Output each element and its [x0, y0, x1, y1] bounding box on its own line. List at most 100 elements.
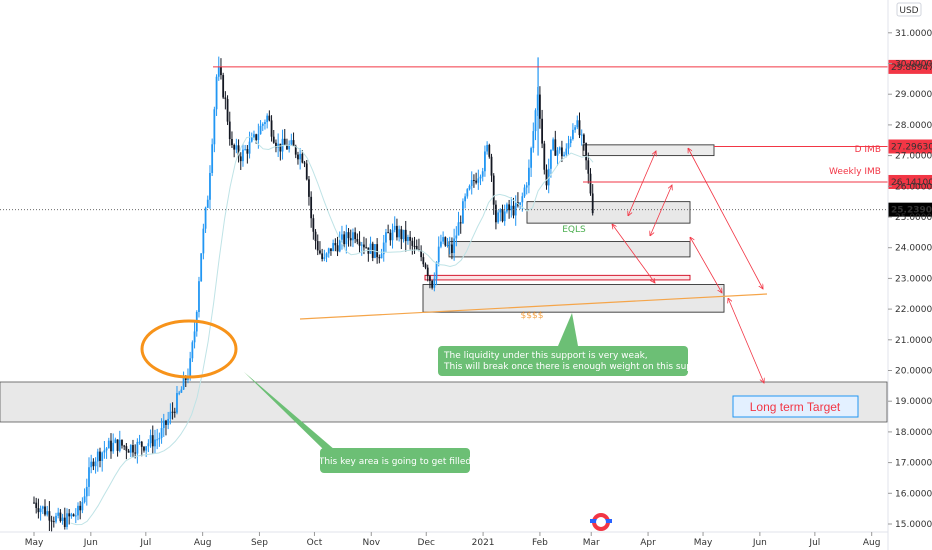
- y-tick-label: 29.00000: [895, 90, 932, 100]
- candle-body: [420, 250, 423, 258]
- price-label-bg: [888, 139, 932, 154]
- projection-arrow: [728, 298, 764, 383]
- candle-body: [352, 232, 354, 241]
- candle-body: [523, 187, 526, 197]
- y-tick-label: 28.00000: [895, 121, 932, 131]
- key-area-note-pointer: [244, 372, 335, 450]
- candles-group: [33, 56, 594, 532]
- candle-body: [92, 461, 95, 467]
- candle-body: [222, 75, 225, 98]
- candle-body: [358, 241, 361, 246]
- candle-body: [345, 232, 348, 245]
- projection-arrow: [612, 224, 655, 283]
- candle-body: [204, 207, 207, 229]
- candle-body: [349, 238, 352, 241]
- price-label-text: 27.29630: [891, 143, 932, 153]
- candle-body: [215, 76, 218, 110]
- candle-body: [297, 154, 299, 160]
- candle-body: [294, 146, 297, 155]
- candle-body: [169, 411, 172, 419]
- candle-body: [466, 189, 469, 197]
- candle-body: [99, 451, 101, 461]
- candle-body: [83, 496, 86, 503]
- candle-body: [59, 512, 62, 521]
- candle-body: [162, 420, 165, 429]
- candle-body: [319, 250, 321, 254]
- candle-body: [244, 149, 247, 151]
- candle-body: [305, 163, 308, 180]
- candle-body: [180, 389, 183, 393]
- candle-body: [94, 461, 97, 467]
- candle-body: [308, 179, 310, 197]
- candle-body: [440, 241, 442, 247]
- candle-body: [50, 520, 53, 522]
- candle-body: [407, 236, 409, 242]
- candle-body: [475, 180, 478, 183]
- candle-body: [514, 202, 517, 216]
- candle-body: [182, 377, 185, 390]
- x-tick-label: Aug: [863, 538, 881, 548]
- candle-body: [272, 136, 275, 143]
- x-tick-label: Jul: [139, 538, 151, 548]
- candle-body: [292, 140, 295, 147]
- candle-body: [391, 229, 394, 241]
- candle-body: [435, 262, 438, 279]
- time-axis[interactable]: May Jun Jul Aug Sep Oct Nov Dec 2021 Feb Mar Apr May…: [25, 532, 881, 548]
- key-area-note-box[interactable]: [320, 448, 470, 473]
- price-axis[interactable]: 31.00000 30.00000 29.00000 28.00000 27.00000…: [888, 29, 932, 530]
- candle-body: [105, 448, 108, 451]
- candle-body: [385, 232, 387, 243]
- candle-body: [380, 254, 383, 259]
- candle-body: [123, 445, 126, 447]
- candle-body: [530, 148, 533, 168]
- key-area-note-text: This key area is going to get filled: [318, 457, 471, 467]
- candle-body: [283, 138, 286, 146]
- candle-body: [255, 134, 258, 140]
- candle-body: [41, 506, 44, 509]
- candle-body: [422, 257, 425, 265]
- price-label-text: 25.23900: [891, 206, 932, 216]
- support-note-box[interactable]: [438, 346, 688, 376]
- currency-label: USD: [899, 6, 918, 16]
- candle-body: [521, 196, 524, 203]
- x-tick-label: May: [694, 538, 713, 548]
- candle-body: [325, 253, 328, 258]
- currency-box[interactable]: [896, 2, 922, 17]
- candle-body: [279, 143, 282, 152]
- candle-body: [431, 280, 434, 288]
- candle-body: [508, 204, 511, 211]
- candle-body: [338, 239, 341, 252]
- price-label-bg: [888, 59, 932, 74]
- y-tick-label: 20.00000: [895, 367, 932, 377]
- candle-body: [248, 141, 251, 154]
- target-box[interactable]: [732, 395, 859, 418]
- candle-body: [52, 521, 55, 523]
- candle-body: [510, 205, 513, 211]
- overlays-group: 29.88947 27.29630 26.14100 25.23900: [0, 59, 932, 383]
- candle-body: [378, 257, 381, 259]
- candle-body: [585, 143, 587, 161]
- candle-body: [539, 94, 541, 119]
- zone-box: [582, 144, 715, 157]
- candle-body: [567, 143, 570, 149]
- candle-body: [85, 486, 88, 497]
- candle-body: [330, 248, 332, 252]
- candle-body: [259, 125, 262, 135]
- candle-body: [136, 441, 139, 454]
- candle-body: [211, 144, 214, 173]
- candle-body: [140, 441, 143, 447]
- candle-body: [217, 66, 220, 77]
- candle-body: [468, 185, 471, 190]
- candle-body: [506, 204, 508, 212]
- candle-body: [437, 246, 440, 263]
- candle-body: [528, 167, 530, 186]
- candle-body: [578, 120, 581, 136]
- candle-body: [301, 153, 304, 163]
- candle-body: [303, 162, 306, 164]
- zone-box: [448, 241, 691, 258]
- candle-body: [347, 232, 350, 239]
- support-trendline: [299, 293, 768, 320]
- candle-body: [270, 120, 273, 137]
- candle-body: [402, 229, 405, 240]
